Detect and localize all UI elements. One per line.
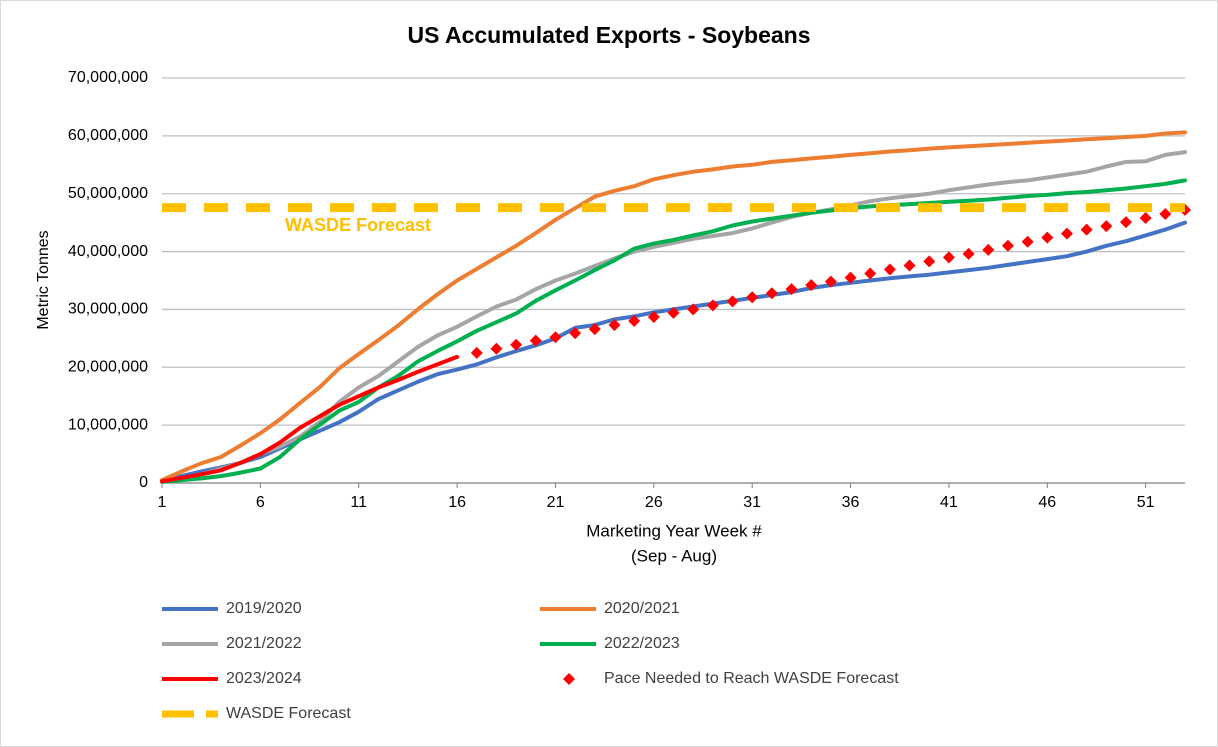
legend-label: 2020/2021: [604, 600, 680, 617]
y-tick-label: 20,000,000: [68, 359, 148, 376]
x-tick-label: 6: [256, 494, 265, 511]
marker: [844, 271, 857, 284]
marker: [726, 295, 739, 308]
marker: [1001, 239, 1014, 252]
x-tick-label: 11: [350, 494, 367, 511]
x-tick-label: 46: [1038, 494, 1056, 511]
x-tick-label: 41: [940, 494, 958, 511]
x-tick-label: 21: [547, 494, 565, 511]
y-tick-label: 40,000,000: [68, 243, 148, 260]
legend-label: 2022/2023: [604, 635, 680, 652]
chart-title: US Accumulated Exports - Soybeans: [407, 22, 810, 48]
marker: [628, 315, 641, 327]
series-line: [160, 130, 1187, 483]
marker: [923, 255, 936, 268]
marker: [1021, 235, 1034, 248]
marker: [746, 291, 759, 304]
marker: [588, 323, 601, 336]
y-tick-label: 70,000,000: [68, 69, 148, 86]
marker: [1041, 231, 1054, 244]
x-tick-label: 1: [158, 494, 167, 511]
x-axis-label: (Sep - Aug): [631, 546, 717, 565]
marker: [608, 319, 621, 332]
marker: [805, 279, 818, 292]
x-tick-label: 31: [743, 494, 761, 511]
marker: [687, 303, 700, 316]
marker: [549, 331, 562, 344]
x-tick-label: 16: [448, 494, 466, 511]
marker: [1080, 223, 1093, 236]
y-tick-label: 50,000,000: [68, 185, 148, 202]
marker: [1100, 220, 1113, 233]
marker: [510, 338, 523, 351]
y-axis-label: Metric Tonnes: [35, 230, 52, 329]
marker: [942, 251, 955, 264]
series-line: [160, 354, 460, 484]
y-tick-label: 30,000,000: [68, 301, 148, 318]
x-tick-label: 36: [842, 494, 860, 511]
marker: [982, 243, 995, 256]
marker: [903, 259, 916, 272]
x-tick-label: 26: [645, 494, 663, 511]
marker: [1159, 207, 1172, 220]
legend-label: WASDE Forecast: [226, 705, 351, 722]
marker: [569, 327, 582, 340]
legend-label: Pace Needed to Reach WASDE Forecast: [604, 670, 899, 687]
marker: [470, 346, 483, 359]
series-line: [160, 178, 1187, 484]
marker: [706, 299, 719, 312]
marker: [883, 263, 896, 276]
annotation: WASDE Forecast: [285, 215, 431, 235]
marker: [765, 287, 778, 300]
marker: [824, 275, 837, 288]
legend-label: 2019/2020: [226, 600, 302, 617]
marker: [490, 342, 503, 355]
y-tick-label: 10,000,000: [68, 416, 148, 433]
x-tick-label: 51: [1137, 494, 1155, 511]
marker: [864, 267, 877, 280]
x-axis-label: Marketing Year Week #: [586, 521, 762, 540]
marker: [647, 310, 660, 323]
legend-marker: [563, 673, 575, 685]
y-tick-label: 60,000,000: [68, 127, 148, 144]
marker: [529, 334, 542, 347]
legend-label: 2023/2024: [226, 670, 302, 687]
marker: [1139, 212, 1152, 225]
marker: [962, 247, 975, 260]
legend-label: 2021/2022: [226, 635, 302, 652]
marker: [1119, 216, 1132, 229]
marker: [785, 283, 798, 296]
marker: [1060, 227, 1073, 240]
marker: [667, 306, 680, 319]
y-tick-label: 0: [139, 474, 148, 491]
